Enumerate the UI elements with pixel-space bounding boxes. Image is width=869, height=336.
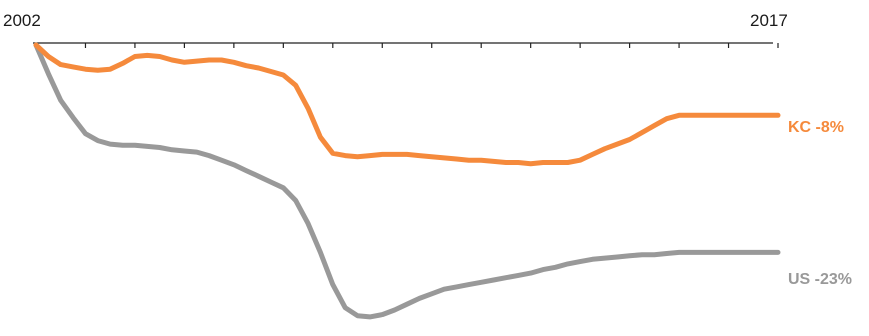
x-tick-label-end: 2017 bbox=[750, 11, 788, 30]
series-line-kc bbox=[33, 42, 781, 167]
series-label-us: US -23% bbox=[788, 271, 852, 288]
x-tick-label-start: 2002 bbox=[3, 11, 41, 30]
series-line-us bbox=[33, 42, 781, 320]
series-label-kc: KC -8% bbox=[788, 119, 844, 136]
x-axis-ticks bbox=[35, 43, 779, 48]
